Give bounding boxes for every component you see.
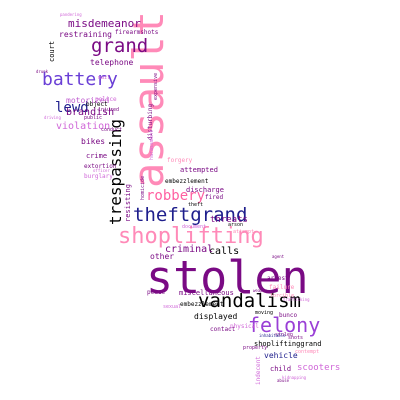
word-public: public — [84, 115, 103, 121]
word-bunco: bunco — [279, 312, 298, 319]
word-telephone: telephone — [90, 58, 134, 67]
word-shots: shots — [288, 335, 304, 341]
word-resisting: resisting — [124, 184, 132, 222]
word-forgery: forgery — [167, 157, 193, 164]
word-abuse: abuse — [277, 378, 290, 383]
word-fired: fired — [205, 194, 224, 201]
word-arrest: arrest — [267, 275, 289, 282]
word-shopliftinggrand: shopliftinggrand — [254, 340, 322, 348]
word-weapon: weapon — [253, 288, 268, 293]
word-embezzlement: embezzlement — [165, 178, 209, 185]
word-robbery: robbery — [146, 188, 206, 204]
word-misdemeanor: misdemeanor — [68, 17, 141, 30]
word-drunk: drunk — [36, 69, 49, 74]
word-peace: peace — [147, 289, 166, 296]
word-stolen: stolen — [146, 251, 309, 304]
word-conduct: conduct — [101, 127, 123, 133]
word-injured: injured — [98, 107, 120, 113]
word-stolen-2: stolen — [275, 332, 294, 338]
word-burglary: burglary — [84, 173, 113, 180]
word-scooters: scooters — [297, 363, 341, 373]
word-failure: failure — [269, 284, 295, 291]
word-theftgrand: theftgrand — [133, 204, 248, 226]
word-violation: violation — [56, 121, 111, 132]
word-brandish: brandish — [66, 107, 115, 118]
word-battery: battery — [42, 69, 118, 90]
word-property: property — [243, 345, 268, 351]
word-arson: arson — [228, 222, 244, 228]
word-crime: crime — [86, 152, 108, 160]
word-lewd: lewd — [55, 100, 89, 116]
word-police: police — [95, 96, 117, 103]
word-kidnapping: kidnapping — [282, 375, 307, 380]
word-contempt: contempt — [295, 349, 320, 355]
word-forcible: forcible — [270, 293, 295, 299]
word-extortion: extortion — [84, 163, 117, 170]
word-felony: felony — [248, 313, 321, 337]
word-displayed: displayed — [194, 312, 238, 321]
word-document: document — [182, 224, 207, 230]
word-theft: theft — [188, 202, 204, 208]
word-pandering: pandering — [60, 12, 82, 17]
word-trafficking: trafficking — [283, 297, 310, 302]
word-sexual: sexual — [163, 304, 182, 310]
word-agent: agent — [272, 254, 285, 259]
word-indecent: indecent — [255, 356, 262, 385]
word-officer: officer — [93, 168, 110, 173]
word-physical: physical — [230, 323, 259, 330]
word-calls: calls — [209, 246, 240, 257]
word-vandalism: vandalism — [198, 290, 301, 312]
word-embezzlement-2: embezzlement — [180, 301, 224, 308]
word-driving: driving — [44, 115, 61, 120]
word-restraining: restraining — [59, 30, 112, 39]
word-criminal: criminal — [165, 244, 214, 255]
word-motorized: motorized — [66, 96, 110, 105]
word-other: other — [150, 252, 175, 261]
word-object: object — [86, 101, 108, 108]
word-threats: threats — [210, 215, 248, 225]
word-contact: contact — [210, 326, 236, 333]
word-mail: mail — [98, 75, 111, 81]
word-inhabitable: inhabitable — [259, 333, 286, 338]
word-firearmshots: firearmshots — [115, 29, 159, 36]
word-expensive: expensive — [153, 72, 159, 100]
word-shoplifting: shoplifting — [118, 224, 264, 249]
word-bikes: bikes — [81, 137, 106, 146]
word-attempted: attempted — [180, 166, 218, 174]
word-homicide: homicide — [140, 175, 146, 200]
word-discharge: discharge — [186, 186, 224, 194]
word-attempt: attempt — [233, 229, 255, 235]
word-grand: grand — [91, 35, 149, 57]
word-court: court — [48, 40, 56, 62]
word-child: child — [270, 365, 292, 373]
word-miscellaneous: miscellaneous — [179, 289, 234, 297]
word-moving: moving — [255, 310, 274, 316]
word-harassment: harassment — [149, 129, 155, 160]
word-vehicle: vehicle — [264, 351, 298, 360]
